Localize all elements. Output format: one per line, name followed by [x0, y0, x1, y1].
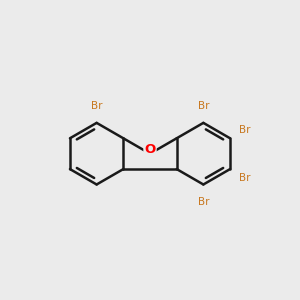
Text: O: O: [144, 143, 156, 157]
Text: Br: Br: [239, 125, 251, 135]
Text: Br: Br: [239, 173, 251, 183]
Text: Br: Br: [198, 197, 209, 207]
Text: Br: Br: [198, 101, 209, 111]
Text: Br: Br: [91, 101, 102, 111]
